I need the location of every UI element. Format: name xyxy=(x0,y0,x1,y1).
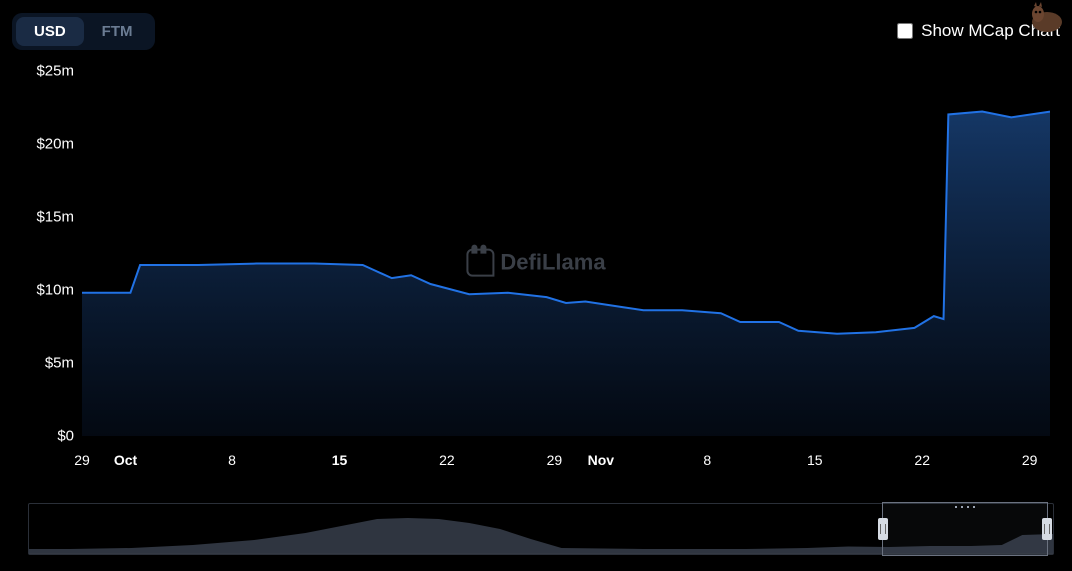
y-tick: $20m xyxy=(36,135,74,152)
x-tick: 29 xyxy=(547,452,563,468)
plot-area[interactable] xyxy=(82,56,1050,436)
area-chart-svg xyxy=(82,56,1050,436)
y-tick: $10m xyxy=(36,281,74,298)
toggle-usd[interactable]: USD xyxy=(16,17,84,46)
y-tick: $0 xyxy=(57,428,74,445)
currency-toggle: USD FTM xyxy=(12,13,155,50)
y-tick: $5m xyxy=(45,354,74,371)
y-axis: $0$5m$10m$15m$20m$25m xyxy=(12,56,82,436)
x-axis: 29Oct8152229Nov8152229 xyxy=(82,446,1050,476)
x-tick: 15 xyxy=(332,452,348,468)
brush-selection[interactable] xyxy=(882,502,1048,556)
toggle-ftm[interactable]: FTM xyxy=(84,17,151,46)
x-tick: 8 xyxy=(228,452,236,468)
x-tick: Nov xyxy=(588,452,614,468)
x-tick: Oct xyxy=(114,452,137,468)
mcap-checkbox[interactable] xyxy=(897,23,913,39)
brush-handle-right[interactable] xyxy=(1042,518,1052,540)
x-tick: 22 xyxy=(914,452,930,468)
y-tick: $15m xyxy=(36,208,74,225)
x-tick: 8 xyxy=(703,452,711,468)
main-chart: DefiLlama $0$5m$10m$15m$20m$25m 29Oct815… xyxy=(12,56,1060,476)
y-tick: $25m xyxy=(36,62,74,79)
x-tick: 22 xyxy=(439,452,455,468)
x-tick: 29 xyxy=(74,452,90,468)
brush-range-selector[interactable] xyxy=(28,503,1054,555)
chart-container: USD FTM Show MCap Chart DefiLlama $0$5m$… xyxy=(0,0,1072,571)
llama-mascot-icon xyxy=(1024,0,1066,32)
brush-handle-left[interactable] xyxy=(878,518,888,540)
x-tick: 29 xyxy=(1022,452,1038,468)
x-tick: 15 xyxy=(807,452,823,468)
top-bar: USD FTM Show MCap Chart xyxy=(12,10,1060,52)
